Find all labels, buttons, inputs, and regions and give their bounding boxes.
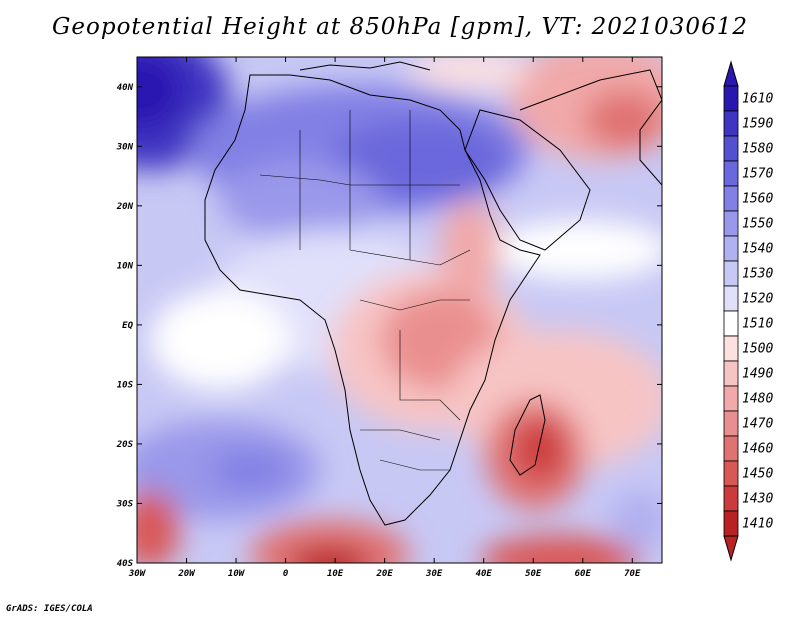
colorbar-swatch xyxy=(723,285,739,312)
colorbar-top-arrow xyxy=(723,60,739,87)
lon-label: 40E xyxy=(476,569,493,579)
lon-label: 20W xyxy=(177,569,196,579)
colorbar-swatch xyxy=(723,110,739,137)
colorbar-swatch xyxy=(723,360,739,387)
colorbar-label: 1590 xyxy=(742,117,773,132)
colorbar-label: 1470 xyxy=(742,417,773,432)
lon-label: 0 xyxy=(283,569,289,579)
lon-label: 10W xyxy=(228,569,246,579)
lat-label: 30S xyxy=(116,499,134,509)
colorbar-label: 1540 xyxy=(742,242,773,257)
lon-label: 10E xyxy=(327,569,344,579)
colorbar-label: 1480 xyxy=(742,392,773,407)
map-title: Geopotential Height at 850hPa [gpm], VT:… xyxy=(52,14,748,40)
lat-label: 10N xyxy=(117,261,134,271)
lon-label: 30W xyxy=(128,569,147,579)
colorbar-label: 1570 xyxy=(742,167,773,182)
colorbar-swatch xyxy=(723,335,739,362)
colorbar-label: 1430 xyxy=(742,492,773,507)
colorbar-label: 1500 xyxy=(742,342,773,357)
map-frame xyxy=(136,56,663,564)
colorbar-label: 1450 xyxy=(742,467,773,482)
lat-label: 20S xyxy=(116,440,134,450)
colorbar-swatch xyxy=(723,185,739,212)
height-field xyxy=(137,57,662,563)
colorbar-label: 1560 xyxy=(742,192,773,207)
colorbar-label: 1550 xyxy=(742,217,773,232)
colorbar-bottom-arrow xyxy=(723,535,739,562)
colorbar-swatch xyxy=(723,460,739,487)
latitude-axis: 40N 30N 20N 10N EQ 10S 20S 30S 40S xyxy=(116,83,662,569)
colorbar-swatch xyxy=(723,385,739,412)
lat-label: EQ xyxy=(122,321,133,331)
colorbar-label: 1410 xyxy=(742,517,773,532)
colorbar-swatch xyxy=(723,435,739,462)
lat-label: 40S xyxy=(117,559,134,569)
colorbar-swatch xyxy=(723,510,739,537)
colorbar-label: 1460 xyxy=(742,442,773,457)
colorbar-swatch xyxy=(723,210,739,237)
coastlines xyxy=(204,61,662,526)
colorbar-label: 1580 xyxy=(742,142,773,157)
lat-label: 40N xyxy=(117,83,134,93)
lon-label: 20E xyxy=(376,569,394,579)
colorbar-swatch xyxy=(723,85,739,112)
colorbar-swatch xyxy=(723,485,739,512)
colorbar-swatch xyxy=(723,310,739,337)
lon-label: 50E xyxy=(525,569,542,579)
colorbar-label: 1490 xyxy=(742,367,773,382)
colorbar-swatch xyxy=(723,410,739,437)
colorbar: 1610 1590 1580 1570 1560 1550 1540 1530 1520 1510… xyxy=(723,60,773,562)
lon-label: 70E xyxy=(624,569,641,579)
lon-label: 60E xyxy=(575,569,592,579)
colorbar-label: 1610 xyxy=(742,92,773,107)
colorbar-swatch xyxy=(723,160,739,187)
footer-credit: GrADS: IGES/COLA xyxy=(6,604,93,614)
colorbar-swatch xyxy=(723,260,739,287)
colorbar-swatch xyxy=(723,135,739,162)
colorbar-label: 1510 xyxy=(742,317,773,332)
country-borders xyxy=(259,110,471,471)
lat-label: 30N xyxy=(116,142,134,152)
lat-label: 20N xyxy=(116,202,134,212)
colorbar-label: 1530 xyxy=(742,267,773,282)
lat-label: 10S xyxy=(117,380,134,390)
colorbar-label: 1520 xyxy=(742,292,773,307)
colorbar-swatch xyxy=(723,235,739,262)
lon-label: 30E xyxy=(425,569,443,579)
longitude-axis: 30W 20W 10W 0 10E 20E 30E 40E 50E 60E 70E xyxy=(128,57,641,579)
